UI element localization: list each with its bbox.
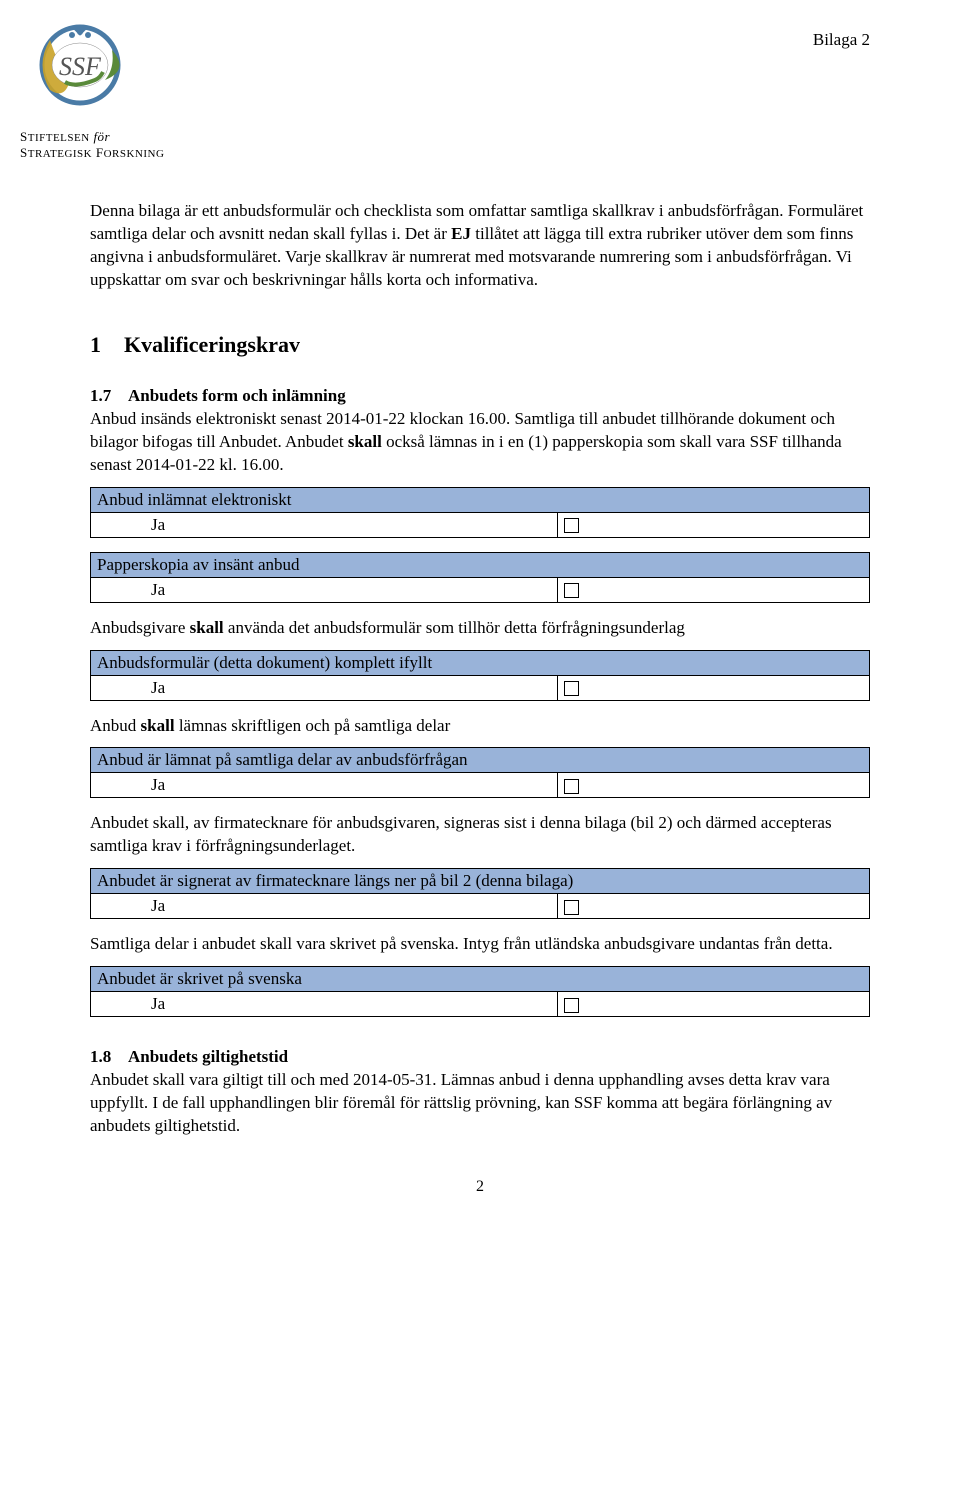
- logo-line1: STIFTELSEN för: [20, 129, 110, 144]
- yes-label: Ja: [91, 577, 558, 602]
- checkbox-cell: [558, 577, 870, 602]
- paragraph-use-form: Anbudsgivare skall använda det anbudsfor…: [90, 617, 870, 640]
- checkbox-cell: [558, 675, 870, 700]
- table-header: Anbudet är signerat av firmatecknare län…: [91, 869, 870, 894]
- paragraph-signed: Anbudet skall, av firmatecknare för anbu…: [90, 812, 870, 858]
- page-number: 2: [90, 1178, 870, 1196]
- checkbox[interactable]: [564, 583, 579, 598]
- table-row: Ja: [91, 577, 870, 602]
- table-electronic: Anbud inlämnat elektroniskt Ja: [90, 487, 870, 538]
- checkbox[interactable]: [564, 779, 579, 794]
- table-header: Papperskopia av insänt anbud: [91, 552, 870, 577]
- table-row: Ja: [91, 992, 870, 1017]
- checkbox[interactable]: [564, 518, 579, 533]
- yes-label: Ja: [91, 894, 558, 919]
- checkbox[interactable]: [564, 681, 579, 696]
- ssf-logo-icon: SSF: [20, 20, 140, 120]
- yes-label: Ja: [91, 773, 558, 798]
- subsection-1-8-heading: 1.8Anbudets giltighetstid: [90, 1047, 870, 1067]
- svg-text:SSF: SSF: [59, 52, 102, 81]
- section-1-heading: 1Kvalificeringskrav: [90, 332, 870, 358]
- attachment-label: Bilaga 2: [90, 30, 870, 50]
- checkbox-cell: [558, 894, 870, 919]
- checkbox[interactable]: [564, 900, 579, 915]
- yes-label: Ja: [91, 992, 558, 1017]
- table-header: Anbud är lämnat på samtliga delar av anb…: [91, 748, 870, 773]
- checkbox-cell: [558, 512, 870, 537]
- table-row: Ja: [91, 512, 870, 537]
- subsection-1-7-heading: 1.7Anbudets form och inlämning: [90, 386, 870, 406]
- table-signed: Anbudet är signerat av firmatecknare län…: [90, 868, 870, 919]
- intro-paragraph: Denna bilaga är ett anbudsformulär och c…: [90, 200, 870, 292]
- table-row: Ja: [91, 894, 870, 919]
- paragraph-written: Anbud skall lämnas skriftligen och på sa…: [90, 715, 870, 738]
- table-header: Anbudet är skrivet på svenska: [91, 967, 870, 992]
- yes-label: Ja: [91, 512, 558, 537]
- table-row: Ja: [91, 675, 870, 700]
- checkbox[interactable]: [564, 998, 579, 1013]
- subsection-1-8-body: Anbudet skall vara giltigt till och med …: [90, 1069, 870, 1138]
- table-form-complete: Anbudsformulär (detta dokument) komplett…: [90, 650, 870, 701]
- paragraph-swedish: Samtliga delar i anbudet skall vara skri…: [90, 933, 870, 956]
- logo: SSF STIFTELSEN för STRATEGISK FORSKNING: [20, 20, 170, 161]
- checkbox-cell: [558, 992, 870, 1017]
- table-row: Ja: [91, 773, 870, 798]
- table-header: Anbudsformulär (detta dokument) komplett…: [91, 650, 870, 675]
- table-header: Anbud inlämnat elektroniskt: [91, 487, 870, 512]
- logo-line2: STRATEGISK FORSKNING: [20, 145, 164, 160]
- table-swedish: Anbudet är skrivet på svenska Ja: [90, 966, 870, 1017]
- table-all-parts: Anbud är lämnat på samtliga delar av anb…: [90, 747, 870, 798]
- yes-label: Ja: [91, 675, 558, 700]
- subsection-1-7-body: Anbud insänds elektroniskt senast 2014-0…: [90, 408, 870, 477]
- checkbox-cell: [558, 773, 870, 798]
- table-papercopy: Papperskopia av insänt anbud Ja: [90, 552, 870, 603]
- logo-text: STIFTELSEN för STRATEGISK FORSKNING: [20, 129, 170, 161]
